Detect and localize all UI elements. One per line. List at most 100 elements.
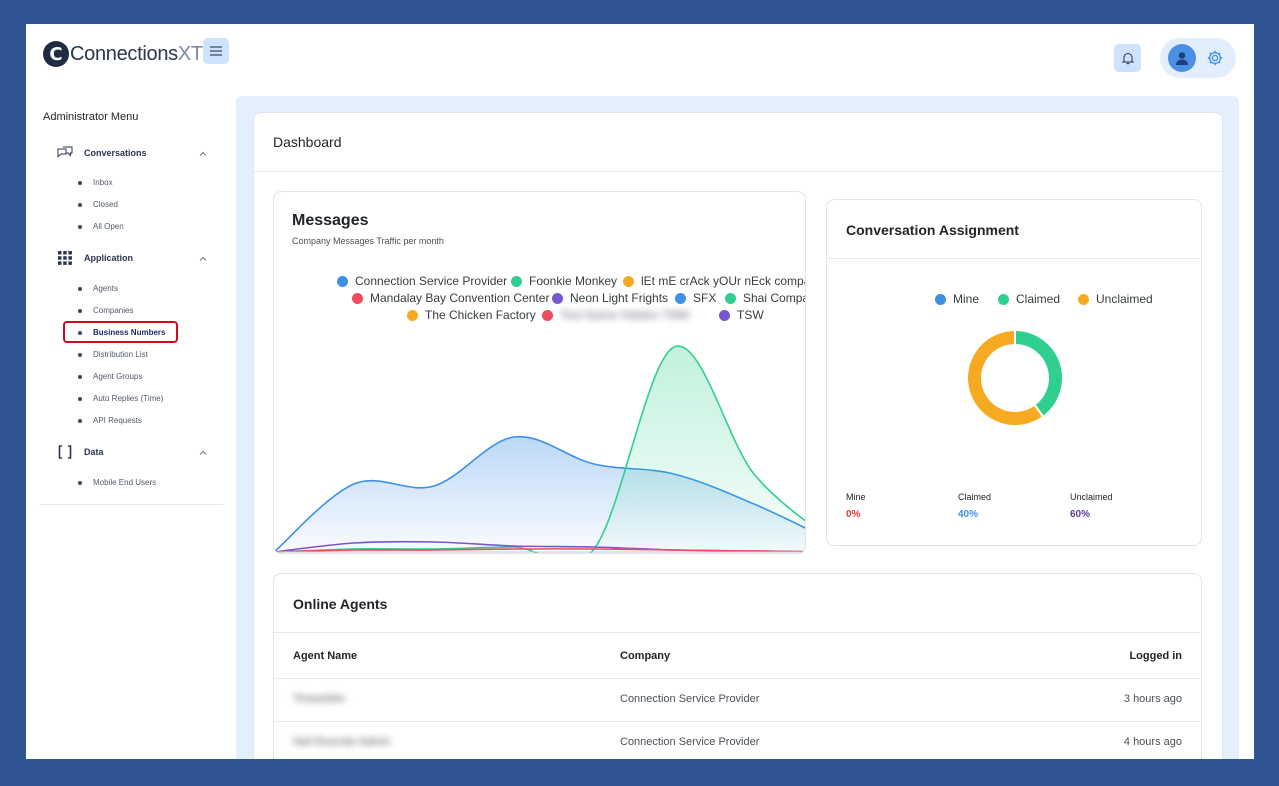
chevron-up-icon[interactable] <box>198 254 208 264</box>
legend-marker <box>337 275 348 287</box>
sidebar-item-agent-groups[interactable]: Agent Groups <box>78 372 142 381</box>
series-area <box>274 346 805 553</box>
sidebar-item-closed[interactable]: Closed <box>78 200 118 209</box>
legend-marker <box>998 293 1009 305</box>
online-agents-card: Online Agents Agent Name Company Logged … <box>273 573 1202 759</box>
sidebar-item-mobile-end-users[interactable]: Mobile End Users <box>78 478 156 487</box>
bullet-icon <box>78 374 82 379</box>
legend-label: SFX <box>693 291 717 305</box>
bullet-icon <box>78 352 82 357</box>
legend-marker <box>623 275 634 287</box>
settings-button[interactable] <box>1204 47 1226 69</box>
legend-item[interactable]: Neon Light Frights <box>552 291 668 305</box>
legend-item[interactable]: Foonkie Monkey <box>511 274 617 288</box>
assignment-donut-chart <box>966 328 1064 427</box>
item-label: Companies <box>93 306 134 315</box>
legend-item[interactable]: Shai Company <box>725 291 805 305</box>
legend-marker <box>1078 293 1089 305</box>
legend-marker <box>552 292 563 304</box>
stat-label-claimed: Claimed <box>958 492 992 502</box>
divider <box>827 258 1201 259</box>
sidebar-section-application[interactable]: Application <box>56 250 133 266</box>
section-label: Application <box>84 253 133 263</box>
item-label: Agent Groups <box>93 372 143 381</box>
notifications-button[interactable] <box>1114 44 1141 72</box>
donut-slice-claimed[interactable] <box>1014 328 1064 419</box>
legend-label: Claimed <box>1016 292 1061 306</box>
item-label: Mobile End Users <box>93 478 157 487</box>
legend-label: Foonkie Monkey <box>529 274 618 288</box>
sidebar-title: Administrator Menu <box>43 111 139 123</box>
legend-item-unclaimed[interactable]: Unclaimed <box>1078 292 1153 306</box>
sidebar-item-companies[interactable]: Companies <box>78 306 133 315</box>
hamburger-menu-button[interactable] <box>203 38 229 64</box>
divider <box>274 678 1201 679</box>
sidebar-item-agents[interactable]: Agents <box>78 284 118 293</box>
messages-subtitle: Company Messages Traffic per month <box>292 236 444 246</box>
legend-item[interactable]: TSW <box>719 308 764 322</box>
sidebar-item-all-open[interactable]: All Open <box>78 222 124 231</box>
gear-icon <box>1207 50 1223 66</box>
legend-marker <box>725 292 736 304</box>
bullet-icon <box>78 480 82 485</box>
sidebar-item-api-requests[interactable]: API Requests <box>78 416 142 425</box>
company-cell: Connection Service Provider <box>620 736 760 748</box>
sidebar-item-inbox[interactable]: Inbox <box>78 178 113 187</box>
legend-item-claimed[interactable]: Claimed <box>998 292 1060 306</box>
column-header-logged-in[interactable]: Logged in <box>1129 650 1182 662</box>
messages-title: Messages <box>292 212 369 229</box>
divider <box>274 721 1201 722</box>
legend-item[interactable]: lEt mE crAck yOUr nEck company <box>623 274 805 288</box>
legend-marker <box>719 309 730 321</box>
legend-label: TSW <box>737 308 764 322</box>
active-item-highlight <box>63 321 178 343</box>
sidebar-item-auto-replies[interactable]: Auto Replies (Time) <box>78 394 163 403</box>
messages-area-chart <box>274 345 806 553</box>
logged-in-cell: 3 hours ago <box>1123 693 1182 705</box>
messages-card: Messages Company Messages Traffic per mo… <box>273 191 806 554</box>
donut-slice-unclaimed[interactable] <box>966 328 1045 427</box>
legend-marker <box>935 293 946 305</box>
legend-label: Unclaimed <box>1096 292 1153 306</box>
item-label: Business Numbers <box>93 328 166 337</box>
grid-icon <box>56 250 74 266</box>
legend-marker <box>352 292 363 304</box>
column-header-company[interactable]: Company <box>620 650 671 662</box>
legend-label: Mine <box>953 292 980 306</box>
legend-item-mine[interactable]: Mine <box>935 292 979 306</box>
legend-marker <box>407 309 418 321</box>
legend-label: Connection Service Provider <box>355 274 508 288</box>
legend-item[interactable]: Connection Service Provider <box>337 274 507 288</box>
legend-item[interactable]: SFX <box>675 291 716 305</box>
sidebar-section-data[interactable]: Data <box>56 444 104 460</box>
legend-marker <box>542 309 553 321</box>
bullet-icon <box>78 418 82 423</box>
logo-mark: C <box>43 41 69 67</box>
series-line[interactable] <box>274 548 806 553</box>
chevron-up-icon[interactable] <box>198 448 208 458</box>
stat-label-unclaimed: Unclaimed <box>1070 492 1113 502</box>
item-label: Agents <box>93 284 118 293</box>
sidebar-item-business-numbers[interactable]: Business Numbers <box>78 328 165 337</box>
legend-item[interactable]: Test Name Hidden TMM <box>542 308 689 322</box>
legend-item[interactable]: The Chicken Factory <box>407 308 536 322</box>
user-menu[interactable] <box>1160 38 1236 78</box>
sidebar-section-conversations[interactable]: Conversations <box>56 145 147 161</box>
agent-name-cell: Neil Rourcler Admin <box>293 736 391 748</box>
legend-item[interactable]: Mandalay Bay Convention Center <box>352 291 549 305</box>
chevron-up-icon[interactable] <box>198 149 208 159</box>
divider <box>274 632 1201 633</box>
agent-name-cell: Threeshlm <box>293 693 345 705</box>
connectionsxt-logo[interactable]: C ConnectionsXT™ <box>43 41 210 67</box>
item-label: Inbox <box>93 178 113 187</box>
item-label: Distribution List <box>93 350 148 359</box>
bullet-icon <box>78 308 82 313</box>
column-header-agent-name[interactable]: Agent Name <box>293 650 358 662</box>
sidebar-item-distribution-list[interactable]: Distribution List <box>78 350 148 359</box>
bullet-icon <box>78 286 82 291</box>
bullet-icon <box>78 224 82 229</box>
avatar[interactable] <box>1168 44 1196 72</box>
sidebar-divider <box>39 504 223 505</box>
legend-label: Test Name Hidden TMM <box>560 308 690 322</box>
app-window: C ConnectionsXT™ Administrator Menu Conv… <box>26 24 1254 759</box>
